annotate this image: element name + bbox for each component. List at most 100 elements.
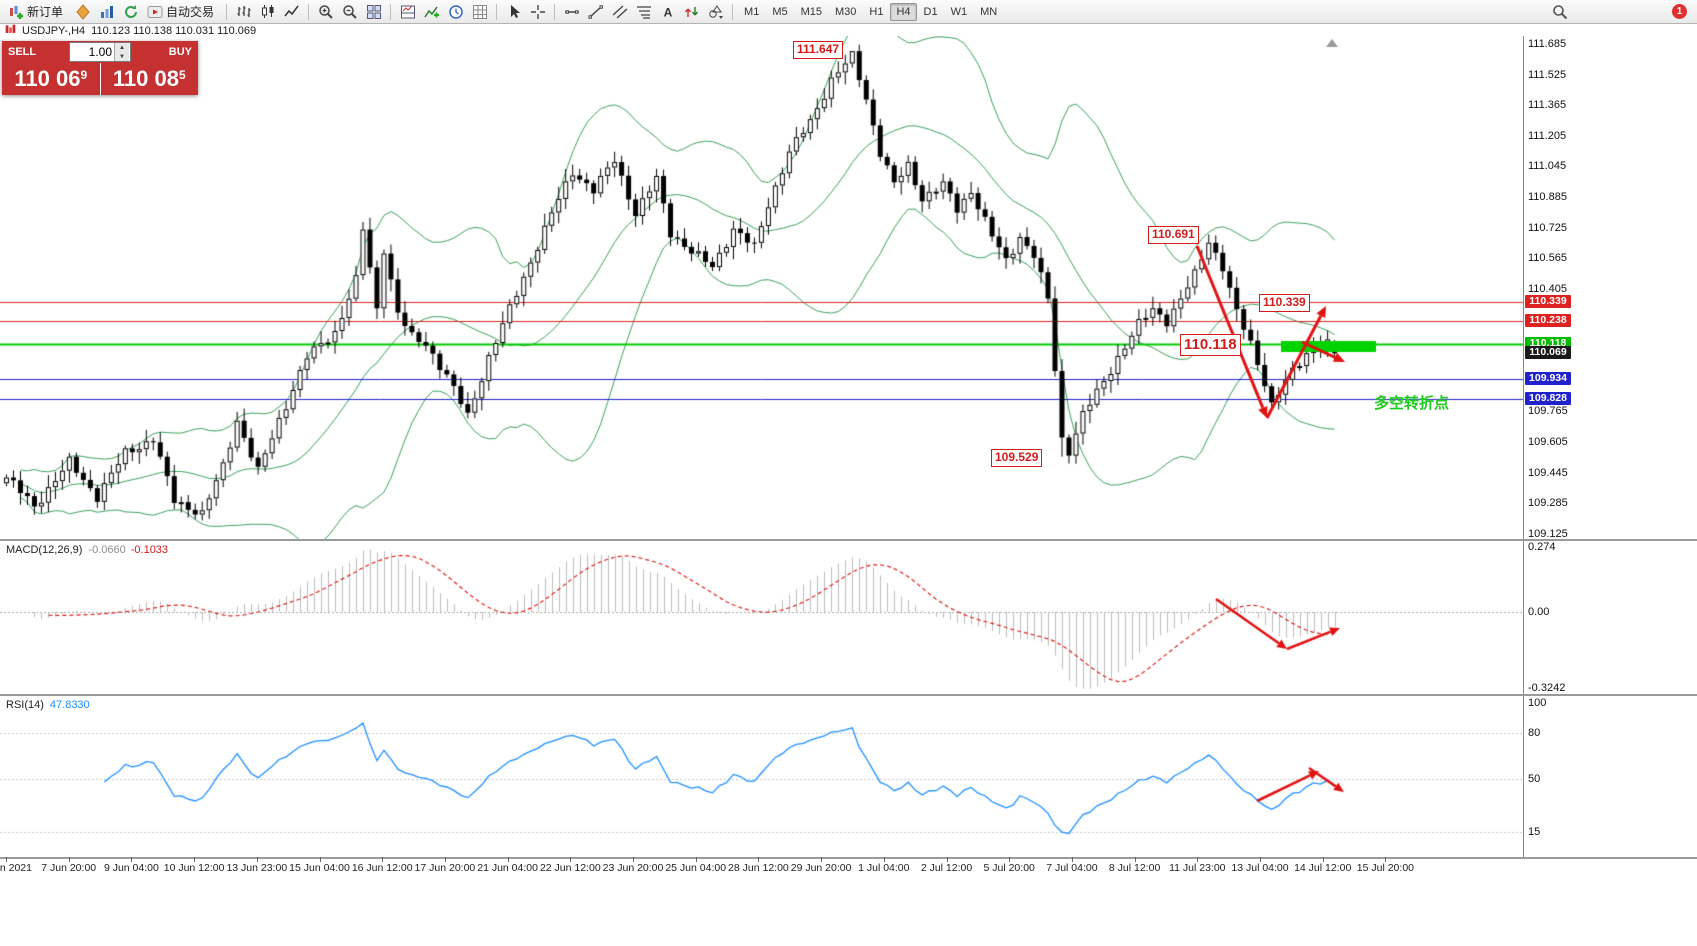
time-axis-label: 10 Jun 12:00 [163,862,225,874]
time-axis-label: 23 Jun 20:00 [602,862,664,874]
macd-indicator-label: MACD(12,26,9) -0.0660 -0.1033 [6,544,168,556]
time-axis-label: 8 Jul 12:00 [1108,862,1161,874]
timeframe-h1-button[interactable]: H1 [863,3,889,21]
trendline-tool-icon [588,4,604,20]
toolbar-separator [554,3,556,20]
line-chart-mode-icon [283,4,300,20]
auto-trading-button[interactable]: 自动交易 [143,2,221,22]
timeframe-mn-button[interactable]: MN [974,3,1003,21]
candlestick-mode-button[interactable] [256,2,279,22]
buy-price-pip: 5 [178,68,186,82]
timeframe-m5-button[interactable]: M5 [766,3,793,21]
timeframe-m30-button[interactable]: M30 [829,3,862,21]
macd-main-value: -0.0660 [88,544,126,556]
fibonacci-tool-button[interactable] [632,2,655,22]
toolbar-separator [390,3,392,20]
period-settings-button[interactable] [444,2,467,22]
time-axis-label: 7 Jun 20:00 [41,862,97,874]
line-chart-mode-button[interactable] [280,2,303,22]
time-axis-label: 11 Jul 23:00 [1169,862,1226,874]
macd-title: MACD(12,26,9) [6,544,83,556]
search-button[interactable] [1548,2,1571,22]
crosshair-tool-button[interactable] [526,2,549,22]
arrows-tool-button[interactable] [680,2,703,22]
rsi-panel-canvas[interactable] [0,695,1697,858]
toolbar-separator [732,3,734,20]
time-axis-label: 1 Jun 2021 [0,862,32,874]
shapes-tool-button[interactable] [704,2,727,22]
trendline-tool-button[interactable] [584,2,607,22]
tile-windows-button[interactable] [362,2,385,22]
templates-button[interactable] [468,2,491,22]
timeframe-m15-button[interactable]: M15 [795,3,828,21]
shapes-tool-icon [708,4,724,20]
cursor-tool-button[interactable] [502,2,525,22]
time-axis-label: 14 Jul 12:00 [1294,862,1352,874]
sell-price-pip: 9 [80,68,88,82]
charts-template-icon [75,3,91,20]
period-settings-icon [448,4,464,20]
time-axis-label: 21 Jun 04:00 [477,862,538,874]
time-axis-label: 13 Jun 23:00 [226,862,288,874]
rsi-value: 47.8330 [49,699,90,711]
volume-down-button[interactable]: ▼ [115,52,129,61]
rsi-panel-separator[interactable] [0,694,1697,696]
price-chart-canvas[interactable] [0,36,1697,540]
one-click-trading-widget: SELL ▲ ▼ BUY 110 069 110 085 [2,41,198,95]
timeframe-h4-button[interactable]: H4 [890,2,917,21]
sell-button[interactable]: 110 06 9 [2,63,100,95]
timeframe-w1-button[interactable]: W1 [945,3,974,21]
toolbar-separator [226,3,228,20]
chart-icon [5,24,16,38]
new-order-label: 新订单 [27,5,64,19]
time-axis-label: 5 Jul 20:00 [983,862,1035,874]
time-axis-label: 17 Jun 20:00 [414,862,476,874]
macd-signal-value: -0.1033 [130,544,169,556]
toolbar-separator [308,3,310,20]
buy-label: BUY [168,46,192,58]
time-axis-label: 1 Jul 04:00 [858,862,910,874]
insert-indicators-button[interactable] [420,2,443,22]
macd-panel-separator[interactable] [0,539,1697,541]
toolbar-separator [496,3,498,20]
time-axis-label: 13 Jul 04:00 [1231,862,1289,874]
new-order-icon [8,4,24,20]
time-axis-label: 15 Jun 04:00 [289,862,350,874]
auto-trading-label: 自动交易 [166,5,215,19]
channel-tool-icon [612,4,628,20]
svg-text:A: A [663,5,672,19]
timeframe-d1-button[interactable]: D1 [918,3,944,21]
symbol-period-label: USDJPY-,H4 [22,25,86,37]
new-order-button[interactable]: 新订单 [4,2,70,22]
timeframe-m1-button[interactable]: M1 [738,3,765,21]
channel-tool-button[interactable] [608,2,631,22]
charts-template-button[interactable] [71,2,94,22]
market-watch-button[interactable] [95,2,118,22]
horizontal-line-tool-icon [564,4,580,20]
volume-box: ▲ ▼ [69,42,131,62]
zoom-in-button[interactable] [314,2,337,22]
arrows-tool-icon [684,4,700,20]
horizontal-line-tool-button[interactable] [560,2,583,22]
candlestick-mode-icon [260,4,276,20]
indicator-windows-button[interactable] [396,2,419,22]
fibonacci-tool-icon [636,4,652,20]
navigator-refresh-button[interactable] [119,2,142,22]
bar-chart-mode-button[interactable] [232,2,255,22]
zoom-out-button[interactable] [338,2,361,22]
volume-up-button[interactable]: ▲ [115,43,129,52]
text-tool-button[interactable]: A [656,2,679,22]
tile-windows-icon [366,4,382,20]
time-axis-label: 22 Jun 12:00 [539,862,601,874]
ohlc-readout: 110.123 110.138 110.031 110.069 [91,25,257,37]
buy-price: 110 08 [112,66,179,91]
time-axis-label: 9 Jun 04:00 [103,862,159,874]
notification-badge[interactable]: 1 [1672,4,1687,19]
macd-panel-canvas[interactable] [0,540,1697,695]
volume-input[interactable] [70,43,114,61]
insert-indicators-icon [423,4,440,20]
buy-button[interactable]: 110 08 5 [100,63,198,95]
sell-price: 110 06 [14,66,81,91]
auto-trading-icon [147,4,163,20]
